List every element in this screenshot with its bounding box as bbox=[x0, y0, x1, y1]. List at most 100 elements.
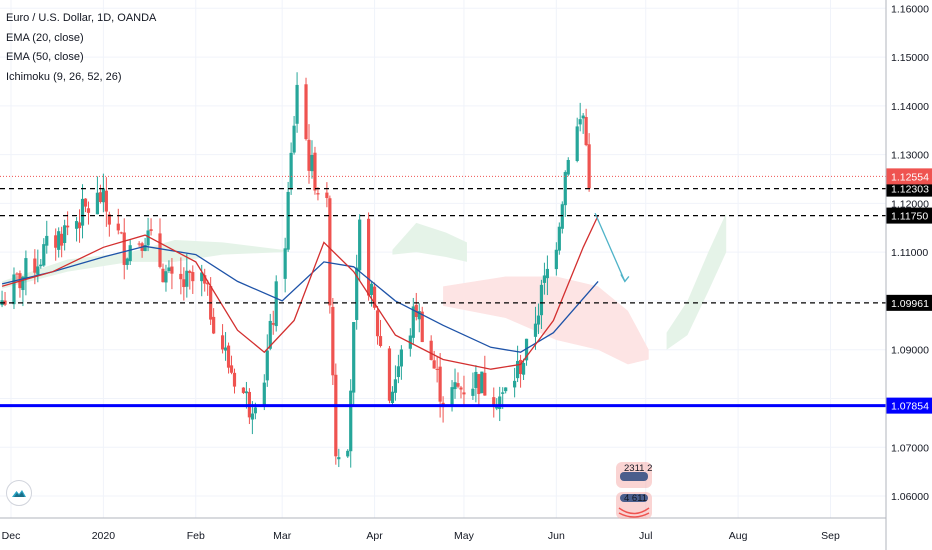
candle-body bbox=[498, 396, 502, 409]
level-label-box bbox=[886, 180, 932, 197]
candle-body bbox=[542, 275, 547, 283]
candle-body bbox=[83, 198, 88, 207]
candle-body bbox=[429, 340, 433, 360]
candle-body bbox=[24, 258, 28, 279]
candle-body bbox=[518, 359, 523, 375]
horizontal-levels[interactable]: 1.12303 1.11750 1.09961 1.07854 1.12554 bbox=[0, 168, 932, 414]
candle-body bbox=[167, 267, 171, 272]
candle-body bbox=[453, 382, 457, 390]
candle-body bbox=[158, 233, 162, 267]
candle-body bbox=[524, 338, 529, 361]
indicator-ema20-label[interactable]: EMA (20, close) bbox=[6, 31, 84, 44]
arrow-head bbox=[620, 274, 630, 283]
candle-body bbox=[212, 316, 216, 334]
level-label-box bbox=[886, 397, 932, 414]
projection-arrow[interactable] bbox=[594, 212, 630, 283]
candle-body bbox=[286, 191, 290, 250]
time-tick-label: Apr bbox=[366, 530, 383, 542]
candle-body bbox=[268, 320, 272, 349]
candle-body bbox=[250, 413, 254, 420]
candle-body bbox=[66, 225, 70, 228]
candle-body bbox=[337, 457, 341, 460]
candle-body bbox=[492, 397, 496, 408]
candle-body bbox=[367, 218, 371, 296]
time-tick-label: May bbox=[454, 530, 475, 542]
candle-body bbox=[125, 258, 129, 265]
candle-body bbox=[170, 266, 174, 274]
price-axis[interactable]: 1.16000 1.15000 1.14000 1.13000 1.12000 1.110… bbox=[885, 0, 929, 550]
candle-body bbox=[477, 374, 481, 395]
candle-body bbox=[378, 336, 383, 347]
level-label-box bbox=[886, 168, 932, 185]
candle-body bbox=[355, 267, 359, 320]
candle-body bbox=[271, 323, 275, 325]
candle-body bbox=[274, 281, 278, 327]
time-tick-label: Jun bbox=[548, 530, 565, 542]
candle-body bbox=[456, 383, 460, 387]
time-axis[interactable]: Dec 2020 Feb Mar Apr May Jun Jul Aug Sep bbox=[0, 517, 886, 542]
candle-body bbox=[513, 380, 517, 388]
arrow-shaft[interactable] bbox=[594, 212, 626, 282]
candle-body bbox=[12, 274, 16, 305]
candle-body bbox=[566, 159, 570, 175]
cloud-bullish bbox=[2, 239, 286, 289]
candle-body bbox=[390, 391, 395, 403]
candle-body bbox=[450, 387, 454, 405]
candle-body bbox=[539, 284, 544, 316]
candle-body bbox=[223, 347, 228, 351]
candle-body bbox=[149, 229, 153, 231]
tradingview-logo-icon[interactable] bbox=[6, 480, 32, 506]
chart-legend: Euro / U.S. Dollar, 1D, OANDA EMA (20, c… bbox=[6, 9, 156, 87]
candle-body bbox=[369, 283, 374, 295]
earnings-events-icon[interactable]: 2311 2 4 611 bbox=[614, 461, 654, 521]
candle-body bbox=[226, 345, 231, 368]
candle-body bbox=[164, 271, 168, 283]
indicator-ichimoku-label[interactable]: Ichimoku (9, 26, 52, 26) bbox=[6, 70, 122, 83]
price-tick-label: 1.15000 bbox=[891, 52, 929, 64]
candle-body bbox=[504, 387, 508, 392]
indicator-ema50-label[interactable]: EMA (50, close) bbox=[6, 51, 84, 63]
time-tick-label: Sep bbox=[821, 530, 840, 542]
candle-body bbox=[116, 223, 120, 231]
candle-body bbox=[584, 117, 588, 146]
candle-body bbox=[283, 248, 287, 279]
candle-body bbox=[86, 208, 91, 213]
candle-body bbox=[185, 270, 189, 287]
candle-body bbox=[232, 372, 237, 387]
candle-body bbox=[241, 387, 246, 393]
symbol-title[interactable]: Euro / U.S. Dollar, 1D, OANDA bbox=[6, 12, 157, 24]
candle-body bbox=[557, 226, 561, 251]
candle-body bbox=[310, 154, 314, 172]
candle-body bbox=[575, 126, 579, 161]
level-label-box bbox=[886, 207, 932, 224]
candle-body bbox=[39, 264, 43, 267]
level-label-box bbox=[886, 294, 932, 311]
candle-body bbox=[119, 232, 123, 234]
candle-body bbox=[349, 390, 353, 452]
candle-body bbox=[560, 204, 564, 229]
candle-body bbox=[104, 190, 108, 212]
candle-body bbox=[292, 125, 296, 153]
event-bottom-text: 4 611 bbox=[624, 493, 647, 504]
price-tick-label: 1.12000 bbox=[891, 198, 929, 210]
candle-body bbox=[501, 392, 505, 394]
candle-body bbox=[80, 198, 85, 226]
level-label-text: 1.09961 bbox=[891, 298, 929, 310]
ichimoku-cloud bbox=[2, 213, 727, 365]
candle-body bbox=[396, 366, 400, 378]
cloud-bullish bbox=[392, 222, 467, 262]
candle-body bbox=[474, 371, 478, 388]
price-tick-label: 1.09000 bbox=[891, 345, 929, 357]
candle-body bbox=[220, 335, 225, 350]
candle-body bbox=[432, 360, 436, 369]
candle-body bbox=[229, 365, 234, 373]
candle-body bbox=[420, 311, 424, 343]
ema-lines bbox=[1, 215, 599, 370]
candle-body bbox=[63, 225, 67, 243]
candle-body bbox=[60, 233, 64, 246]
candle-body bbox=[77, 222, 82, 229]
candle-body bbox=[346, 450, 350, 457]
candle-body bbox=[304, 84, 308, 140]
candle-body bbox=[21, 276, 25, 291]
